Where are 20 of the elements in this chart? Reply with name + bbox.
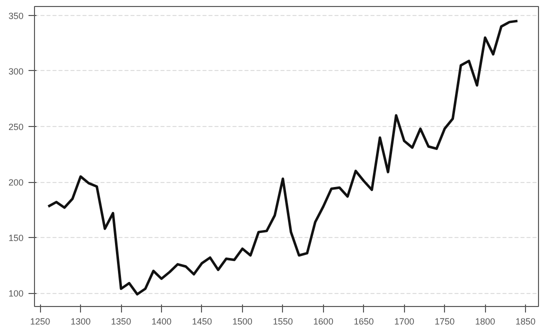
y-tick-label: 300 xyxy=(8,66,24,76)
x-tick-label: 1300 xyxy=(70,316,91,326)
x-tick-label: 1500 xyxy=(232,316,252,326)
x-tick-label: 1250 xyxy=(30,316,50,326)
x-tick-label: 1700 xyxy=(394,316,414,326)
x-tick-label: 1450 xyxy=(192,316,212,326)
x-tick-label: 1800 xyxy=(475,316,496,326)
y-tick-label: 350 xyxy=(8,10,24,21)
x-tick-label: 1400 xyxy=(152,316,172,326)
x-tick-label: 1650 xyxy=(354,316,374,326)
x-tick-label: 1350 xyxy=(111,316,132,326)
x-tick-label: 1550 xyxy=(272,316,293,326)
line-series xyxy=(47,20,519,296)
y-tick-label: 200 xyxy=(8,178,24,188)
x-tick-label: 1600 xyxy=(313,316,334,326)
y-tick-label: 250 xyxy=(8,122,24,132)
y-tick-label: 100 xyxy=(8,288,24,299)
y-tick-label: 150 xyxy=(8,233,24,244)
x-tick-label: 1750 xyxy=(434,316,455,326)
x-tick-label: 1850 xyxy=(516,316,536,326)
